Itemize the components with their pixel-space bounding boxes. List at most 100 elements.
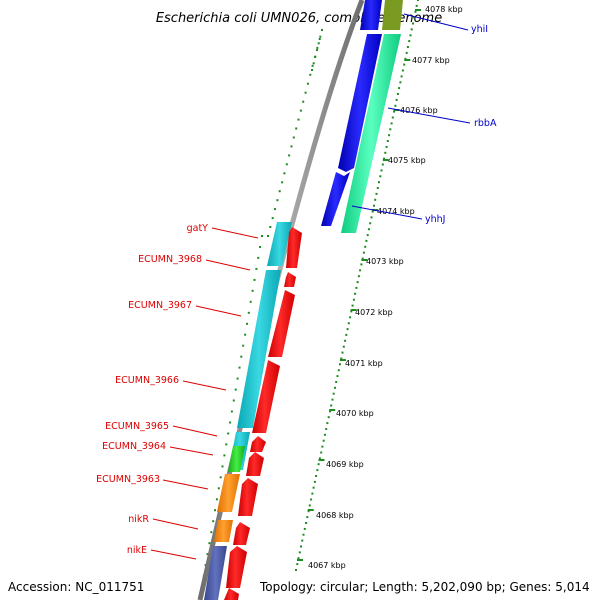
right-gene-labels (351, 13, 471, 220)
gene-slate-nikE (204, 546, 227, 600)
gene-red-4 (252, 360, 280, 433)
inner-scale-dot (281, 181, 284, 184)
gene-label-rbbA: rbbA (474, 118, 497, 129)
inner-scale-dot (238, 366, 241, 369)
scale-label-4070: 4070 kbp (336, 409, 374, 418)
inner-scale-dash (311, 69, 313, 71)
scale-dot (307, 510, 310, 513)
inner-scale-dot (267, 235, 269, 237)
scale-label-4078: 4078 kbp (425, 5, 463, 14)
scale-dot (311, 492, 314, 495)
scale-dot (361, 257, 364, 260)
outer-strand-genes (321, 0, 403, 233)
scale-dot (349, 316, 352, 319)
scale-dot (337, 369, 340, 372)
scale-label-4074: 4074 kbp (377, 207, 415, 216)
scale-dot (321, 445, 324, 448)
inner-scale-dash (316, 49, 318, 51)
inner-scale-dot (236, 377, 239, 380)
scale-dot (301, 539, 304, 542)
gene-red-6 (246, 452, 264, 476)
gene-label-nikR: nikR (128, 514, 149, 525)
gene-red-10 (224, 588, 239, 600)
scale-dot (409, 34, 412, 37)
scale-label-4076: 4076 kbp (400, 106, 438, 115)
inner-scale-dot (274, 208, 276, 211)
scale-dot (371, 210, 374, 213)
scale-dot (316, 469, 319, 472)
scale-dot (320, 451, 323, 454)
scale-dot (379, 175, 382, 178)
scale-dot (359, 269, 362, 272)
scale-major-tick (361, 259, 368, 261)
scale-dot (345, 333, 348, 336)
gene-ECUMN_3967-cyan (237, 270, 281, 428)
scale-major-tick (350, 309, 357, 311)
inner-scale-dot (269, 226, 272, 228)
scale-dot (302, 533, 305, 536)
gene-red-3 (268, 290, 295, 357)
scale-label-4072: 4072 kbp (355, 308, 393, 317)
inner-scale-dot (253, 278, 256, 281)
scale-dot (350, 310, 353, 313)
scale-dot (346, 328, 349, 331)
inner-scale-dot (297, 118, 300, 121)
scale-dot (322, 439, 325, 442)
gene-blue-rbbA (338, 34, 382, 172)
scale-dot (318, 457, 321, 460)
left-gene-labels (150, 227, 259, 560)
scale-major-tick (404, 59, 411, 61)
inner-scale-dot (299, 109, 302, 112)
scale-dot (408, 40, 411, 43)
inner-scale-dot (255, 267, 258, 270)
gene-label-ECUMN_3963: ECUMN_3963 (96, 474, 160, 485)
scale-dot (370, 216, 373, 219)
scale-dot (374, 198, 377, 201)
scale-dot (410, 28, 413, 31)
inner-scale-dot (223, 454, 226, 457)
scale-dot (400, 75, 403, 78)
scale-dot (405, 51, 408, 54)
scale-dot (396, 93, 399, 95)
inner-scale-dash (319, 35, 322, 38)
scale-dot (378, 181, 380, 184)
scale-dot (403, 63, 406, 66)
gene-red-2 (284, 272, 296, 287)
inner-scale-dot (309, 73, 312, 76)
scale-dot (327, 416, 330, 419)
inner-scale-dot (271, 217, 274, 220)
scale-dot (389, 128, 392, 131)
inner-scale-dash (321, 29, 323, 31)
scale-dot (369, 222, 372, 225)
inner-scale-dot (311, 64, 314, 67)
scale-dot (401, 69, 404, 72)
inner-scale-dash (312, 62, 315, 65)
inner-scale-dot (244, 333, 247, 336)
inner-scale-dot (217, 487, 220, 490)
gene-red-9 (226, 546, 247, 588)
scale-dot (414, 10, 417, 13)
gene-label-ECUMN_3964: ECUMN_3964 (102, 441, 166, 452)
inner-scale-dot (259, 246, 262, 248)
inner-scale-dot (242, 344, 245, 347)
scale-dot (323, 433, 326, 436)
scale-dot (331, 398, 334, 401)
scale-dot (404, 57, 407, 60)
scale-dot (298, 551, 301, 554)
scale-label-4073: 4073 kbp (366, 257, 404, 266)
topology-text: Topology: circular; Length: 5,202,090 bp… (260, 580, 590, 594)
scale-label-4067: 4067 kbp (308, 561, 346, 570)
scale-dot (417, 0, 419, 1)
gene-label-ECUMN_3965: ECUMN_3965 (105, 421, 169, 432)
gene-label-ECUMN_3967: ECUMN_3967 (128, 300, 192, 311)
inner-scale-dot (283, 172, 286, 175)
inner-scale-dot (230, 410, 233, 413)
inner-scale-dot (316, 46, 319, 49)
gene-label-ECUMN_3968: ECUMN_3968 (138, 254, 202, 265)
scale-dot (406, 46, 409, 48)
gene-red-5 (250, 436, 266, 452)
inner-scale-dot (240, 355, 243, 358)
inner-scale-dot (206, 553, 209, 556)
scale-dot (399, 81, 402, 84)
